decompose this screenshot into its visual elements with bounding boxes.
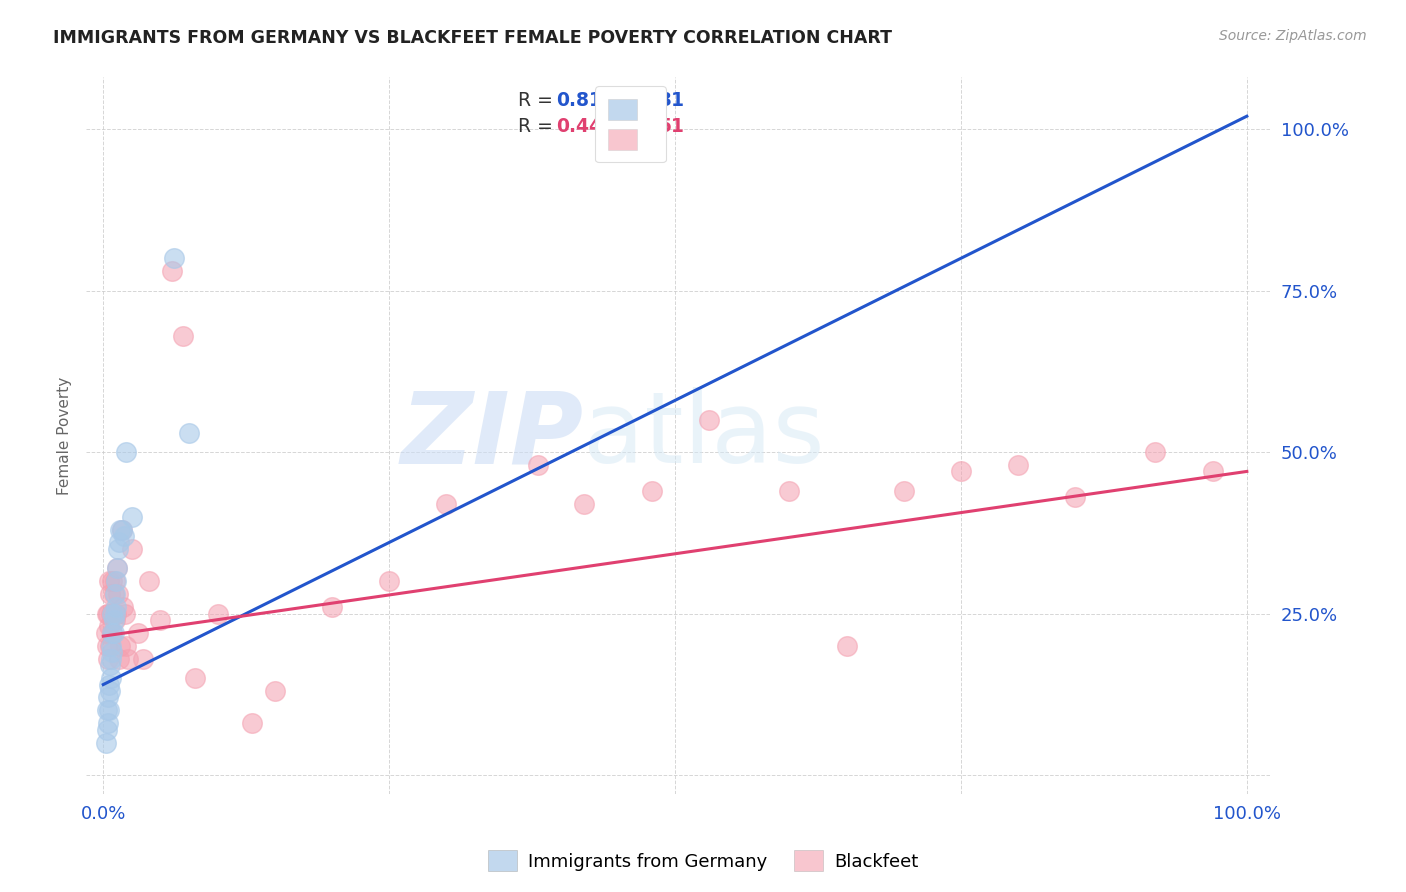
Point <box>138 574 160 589</box>
Point <box>101 626 124 640</box>
Point <box>97 651 120 665</box>
Point <box>103 587 125 601</box>
Point <box>97 619 120 633</box>
Text: 51: 51 <box>659 117 685 136</box>
Point <box>527 458 550 472</box>
Point <box>321 600 343 615</box>
Point <box>378 574 401 589</box>
Point <box>183 671 205 685</box>
Point <box>97 716 120 731</box>
Text: IMMIGRANTS FROM GERMANY VS BLACKFEET FEMALE POVERTY CORRELATION CHART: IMMIGRANTS FROM GERMANY VS BLACKFEET FEM… <box>53 29 893 46</box>
Point <box>96 723 118 737</box>
Point <box>1007 458 1029 472</box>
Point <box>160 264 183 278</box>
Point <box>98 658 121 673</box>
Text: 0.447: 0.447 <box>555 117 614 136</box>
Point <box>163 252 186 266</box>
Point <box>1144 445 1167 459</box>
Point <box>97 574 120 589</box>
Point <box>103 613 125 627</box>
Point <box>111 600 134 615</box>
Point <box>132 651 155 665</box>
Point <box>1064 490 1087 504</box>
Text: ZIP: ZIP <box>401 387 583 484</box>
Point <box>97 690 120 705</box>
Point <box>121 541 143 556</box>
Point <box>96 703 118 717</box>
Point <box>100 639 122 653</box>
Point <box>112 529 135 543</box>
Point <box>572 497 595 511</box>
Point <box>121 509 143 524</box>
Text: 31: 31 <box>659 91 685 110</box>
Point <box>94 736 117 750</box>
Point <box>949 465 972 479</box>
Point <box>98 587 121 601</box>
Point <box>641 483 664 498</box>
Point <box>127 626 149 640</box>
Point <box>104 607 127 621</box>
Point <box>263 684 285 698</box>
Point <box>98 684 121 698</box>
Point <box>105 561 128 575</box>
Point <box>207 607 229 621</box>
Point <box>104 574 127 589</box>
Point <box>893 483 915 498</box>
Legend:  ,  : , <box>595 87 666 162</box>
Y-axis label: Female Poverty: Female Poverty <box>58 376 72 495</box>
Point <box>117 651 139 665</box>
Point <box>97 607 120 621</box>
Point <box>110 523 132 537</box>
Point <box>104 587 127 601</box>
Point <box>835 639 858 653</box>
Point <box>97 703 120 717</box>
Point <box>172 328 194 343</box>
Point <box>108 651 131 665</box>
Point <box>101 607 124 621</box>
Point <box>105 561 128 575</box>
Point <box>107 541 129 556</box>
Text: atlas: atlas <box>583 387 825 484</box>
Point <box>778 483 800 498</box>
Text: R =: R = <box>517 117 560 136</box>
Point <box>104 607 127 621</box>
Point <box>434 497 457 511</box>
Point <box>100 671 122 685</box>
Point <box>1201 465 1223 479</box>
Point <box>101 645 124 659</box>
Point <box>97 677 120 691</box>
Point <box>107 587 129 601</box>
Text: N =: N = <box>613 117 666 136</box>
Legend: Immigrants from Germany, Blackfeet: Immigrants from Germany, Blackfeet <box>481 843 925 879</box>
Point <box>101 574 124 589</box>
Point <box>110 639 132 653</box>
Text: Source: ZipAtlas.com: Source: ZipAtlas.com <box>1219 29 1367 43</box>
Point <box>240 716 263 731</box>
Point <box>98 639 121 653</box>
Point <box>104 574 127 589</box>
Point <box>96 639 118 653</box>
Point <box>103 626 125 640</box>
Point <box>115 639 138 653</box>
Text: 0.817: 0.817 <box>555 91 614 110</box>
Point <box>149 613 172 627</box>
Point <box>94 626 117 640</box>
Point <box>104 600 127 615</box>
Point <box>699 413 721 427</box>
Text: R =: R = <box>517 91 560 110</box>
Point <box>115 445 138 459</box>
Point <box>100 651 122 665</box>
Point <box>101 626 124 640</box>
Text: N =: N = <box>613 91 666 110</box>
Point <box>110 523 132 537</box>
Point <box>110 523 132 537</box>
Point <box>108 535 131 549</box>
Point <box>114 607 136 621</box>
Point <box>177 425 200 440</box>
Point <box>104 613 127 627</box>
Point <box>96 607 118 621</box>
Point <box>100 607 122 621</box>
